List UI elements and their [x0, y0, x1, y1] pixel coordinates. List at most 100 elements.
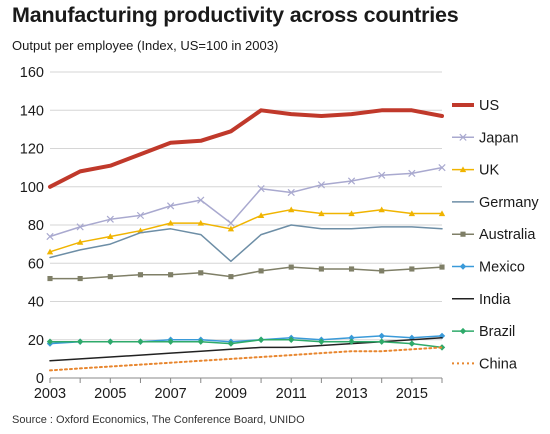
data-point-japan-2005 — [106, 215, 114, 223]
series-line-china — [49, 346, 443, 372]
data-point-brazil-2014 — [378, 338, 385, 345]
y-tick-label-80: 80 — [28, 218, 44, 234]
data-point-australia-2003 — [47, 275, 53, 282]
data-point-japan-2009 — [227, 219, 235, 227]
data-point-uk-2008 — [197, 219, 204, 226]
legend-marker-mexico — [459, 263, 467, 270]
grid-lines — [50, 71, 442, 341]
x-tick-label-2013: 2013 — [335, 386, 367, 402]
data-point-japan-2014 — [378, 171, 386, 179]
data-point-australia-2009 — [228, 274, 234, 280]
data-point-australia-2005 — [107, 274, 113, 280]
data-point-australia-2006 — [137, 272, 144, 278]
data-point-australia-2004 — [77, 275, 83, 282]
data-point-brazil-2010 — [257, 336, 265, 343]
data-point-brazil-2007 — [167, 338, 174, 345]
series-line-australia — [49, 266, 443, 280]
data-point-uk-2016 — [438, 210, 446, 217]
y-tick-label-100: 100 — [20, 180, 44, 196]
data-point-uk-2005 — [107, 233, 114, 240]
data-point-australia-2010 — [258, 268, 264, 274]
series-line-uk — [49, 208, 443, 253]
legend-label-mexico: Mexico — [479, 260, 525, 276]
data-point-mexico-2013 — [348, 334, 355, 342]
x-tick-label-2005: 2005 — [94, 386, 126, 402]
axes — [49, 377, 443, 383]
legend-marker-japan — [459, 133, 467, 141]
data-point-brazil-2008 — [197, 338, 204, 345]
data-point-australia-2014 — [379, 268, 385, 274]
series-line-us — [48, 108, 444, 189]
data-point-australia-2015 — [409, 266, 415, 272]
legend-label-uk: UK — [479, 163, 499, 179]
data-point-uk-2009 — [227, 225, 235, 232]
y-tick-label-160: 160 — [20, 65, 44, 81]
data-point-japan-2004 — [76, 223, 84, 231]
data-point-uk-2015 — [408, 210, 416, 217]
y-tick-label-140: 140 — [20, 103, 44, 119]
data-point-australia-2016 — [439, 264, 445, 270]
legend-marker-uk — [459, 166, 467, 173]
chart-subtitle: Output per employee (Index, US=100 in 20… — [12, 38, 279, 53]
data-point-brazil-2006 — [137, 338, 144, 345]
legend-marker-brazil — [459, 327, 467, 335]
data-point-australia-2007 — [168, 272, 174, 278]
data-point-japan-2008 — [197, 196, 205, 204]
x-tick-label-2007: 2007 — [154, 386, 186, 402]
y-tick-label-60: 60 — [28, 256, 44, 272]
data-point-uk-2004 — [76, 239, 84, 245]
x-tick-label-2003: 2003 — [34, 386, 66, 402]
y-tick-label-20: 20 — [28, 333, 44, 349]
legend-label-brazil: Brazil — [479, 324, 515, 340]
data-point-australia-2013 — [348, 266, 355, 272]
legend-label-australia: Australia — [479, 227, 536, 243]
legend-marker-australia — [460, 231, 466, 237]
data-point-brazil-2012 — [318, 338, 325, 345]
y-tick-label-120: 120 — [20, 142, 44, 158]
data-point-mexico-2014 — [378, 332, 385, 340]
data-point-japan-2013 — [347, 177, 356, 185]
data-point-australia-2011 — [288, 264, 294, 270]
legend-label-us: US — [479, 98, 499, 114]
chart-title: Manufacturing productivity across countr… — [12, 3, 459, 27]
legend-label-germany: Germany — [479, 195, 539, 211]
data-point-japan-2010 — [257, 185, 265, 193]
source-note: Source : Oxford Economics, The Conferenc… — [12, 414, 305, 426]
data-point-uk-2013 — [348, 210, 355, 217]
data-point-uk-2003 — [46, 248, 54, 255]
series-line-germany — [49, 224, 443, 263]
data-point-japan-2012 — [317, 181, 326, 189]
data-point-uk-2011 — [288, 206, 295, 213]
legend-label-china: China — [479, 356, 518, 372]
legend: US Japan UK Germany Australia Mexico India Braz… — [452, 98, 539, 372]
x-tick-label-2015: 2015 — [396, 386, 428, 402]
tick-labels: 0 20 40 60 80 100 120 140 160 2003 2005 2007 2009 201… — [20, 65, 428, 402]
series-line-japan — [49, 166, 443, 238]
data-point-japan-2016 — [438, 164, 446, 172]
data-point-uk-2012 — [318, 210, 325, 217]
data-point-brazil-2004 — [76, 338, 84, 345]
data-point-brazil-2003 — [46, 338, 54, 345]
data-point-japan-2007 — [166, 202, 175, 210]
data-point-australia-2008 — [198, 270, 204, 276]
data-point-uk-2010 — [257, 212, 265, 218]
y-tick-label-0: 0 — [36, 371, 44, 387]
legend-label-japan: Japan — [479, 130, 519, 146]
data-point-uk-2014 — [378, 206, 385, 213]
data-point-uk-2007 — [167, 219, 174, 226]
y-tick-label-40: 40 — [28, 295, 44, 311]
data-point-japan-2003 — [46, 232, 54, 241]
data-point-brazil-2013 — [348, 338, 355, 345]
data-point-japan-2006 — [136, 211, 145, 220]
data-point-brazil-2005 — [107, 338, 114, 345]
legend-label-india: India — [479, 292, 511, 308]
x-tick-label-2011: 2011 — [276, 386, 307, 402]
data-point-australia-2012 — [318, 266, 324, 272]
data-point-japan-2015 — [408, 169, 416, 177]
data-point-brazil-2015 — [408, 340, 416, 347]
series-line-brazil — [49, 339, 443, 349]
x-tick-label-2009: 2009 — [215, 386, 247, 402]
data-point-japan-2011 — [287, 188, 295, 197]
data-point-brazil-2009 — [227, 340, 235, 347]
